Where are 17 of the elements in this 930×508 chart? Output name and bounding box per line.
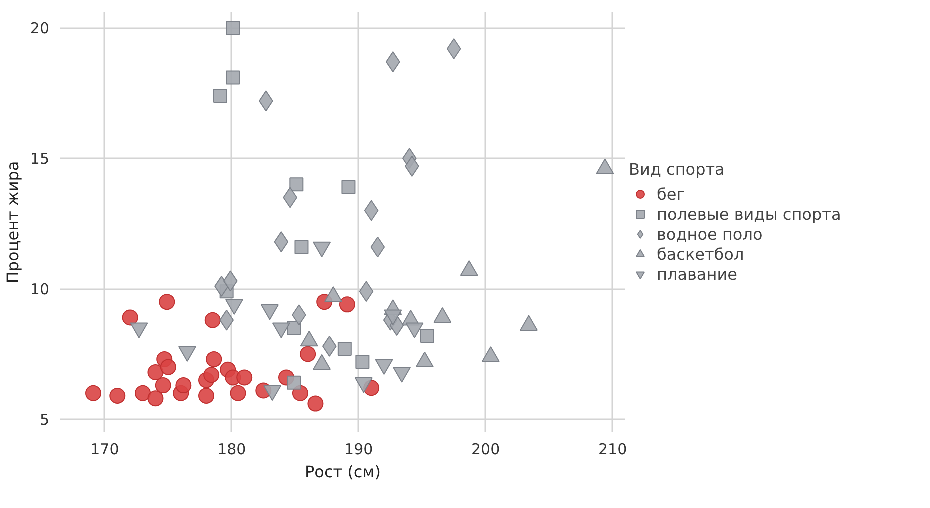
y-axis-title: Процент жира bbox=[3, 161, 22, 284]
y-tick-label: 20 bbox=[30, 20, 50, 38]
legend-label: бег bbox=[657, 184, 686, 204]
y-tick-label: 10 bbox=[30, 280, 50, 299]
x-tick-label: 180 bbox=[218, 440, 246, 458]
legend-label: водное поло bbox=[657, 224, 763, 244]
legend-title: Вид спорта bbox=[629, 160, 726, 179]
x-tick-label: 200 bbox=[472, 440, 500, 458]
x-axis-title: Рост (см) bbox=[305, 462, 382, 482]
x-tick-label: 190 bbox=[344, 440, 374, 458]
x-tick-label: 210 bbox=[598, 440, 628, 458]
y-tick-label: 15 bbox=[30, 150, 50, 168]
legend-label: баскетбол bbox=[657, 244, 744, 264]
y-tick-label: 5 bbox=[40, 410, 50, 429]
x-tick-label: 170 bbox=[90, 440, 120, 458]
legend-label: полевые виды спорта bbox=[657, 204, 842, 224]
legend-label: плавание bbox=[657, 264, 738, 284]
